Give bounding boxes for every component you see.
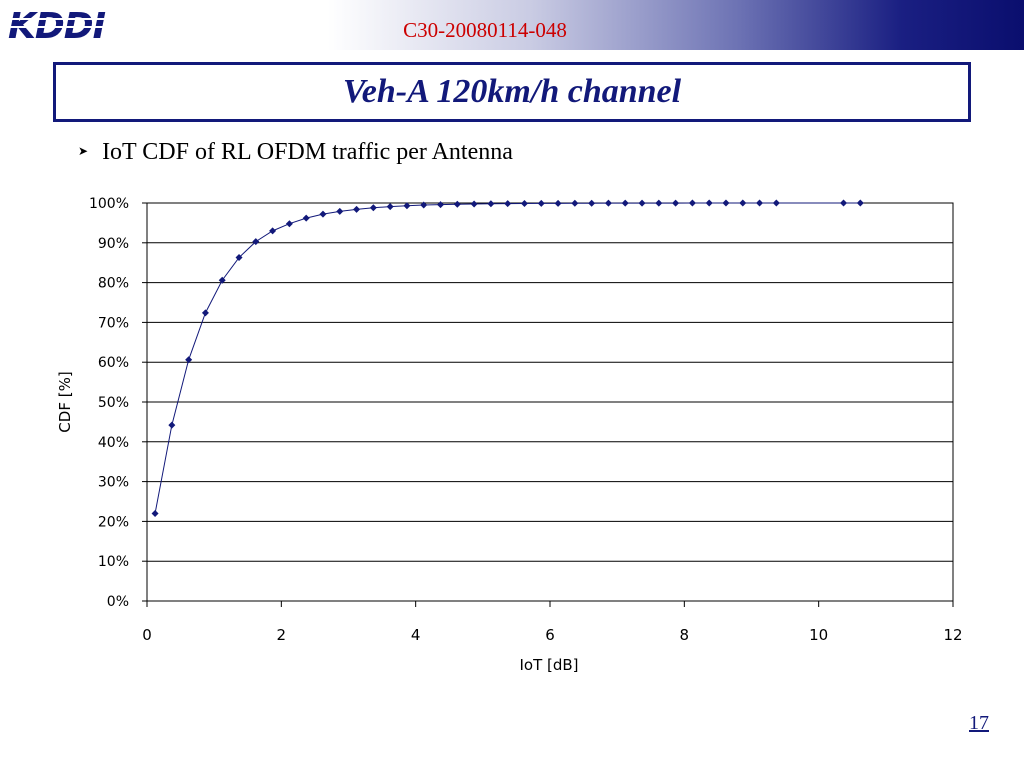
data-point — [403, 202, 411, 210]
data-point — [453, 200, 461, 208]
y-tick-label: 80% — [98, 276, 129, 292]
data-point — [252, 238, 260, 246]
bullet-item: ➤ IoT CDF of RL OFDM traffic per Antenna — [78, 139, 513, 166]
data-point — [604, 199, 612, 207]
page-number: 17 — [969, 712, 989, 734]
data-point — [218, 276, 226, 284]
data-point — [537, 199, 545, 207]
data-point — [655, 199, 663, 207]
header-band — [0, 0, 1024, 50]
data-point — [772, 199, 780, 207]
y-tick-label: 30% — [98, 475, 129, 491]
data-point — [688, 199, 696, 207]
data-point — [285, 220, 293, 228]
y-tick-label: 10% — [98, 554, 129, 570]
data-point — [520, 199, 528, 207]
series-line — [154, 202, 861, 514]
arrow-bullet-icon: ➤ — [78, 144, 89, 159]
data-point — [185, 356, 193, 364]
data-points — [151, 199, 864, 517]
x-tick-label: 12 — [943, 626, 962, 644]
data-point — [840, 199, 848, 207]
data-point — [353, 205, 361, 213]
y-tick-label: 50% — [98, 395, 129, 411]
cdf-chart: 0% 10% 20% 30% 40% 50% 60% 70% 80% 90% 100% 0 2 4 6 8 10… — [56, 196, 963, 674]
x-tick-label: 2 — [277, 626, 287, 644]
data-point — [319, 210, 327, 218]
y-tick-label: 90% — [98, 236, 129, 252]
data-point — [856, 199, 864, 207]
y-tick-label: 70% — [98, 315, 129, 331]
data-point — [269, 227, 277, 235]
data-point — [756, 199, 764, 207]
data-point — [722, 199, 730, 207]
x-tick-label: 4 — [411, 626, 421, 644]
bullet-text: IoT CDF of RL OFDM traffic per Antenna — [102, 139, 513, 165]
y-axis-label: CDF [%] — [56, 371, 74, 432]
y-tick-label: 0% — [107, 594, 129, 610]
y-tick-label: 40% — [98, 435, 129, 451]
data-point — [588, 199, 596, 207]
document-id: C30-20080114-048 — [403, 18, 567, 42]
data-point — [672, 199, 680, 207]
data-point — [621, 199, 629, 207]
data-point — [302, 214, 310, 222]
data-point — [336, 207, 344, 215]
data-point — [487, 200, 495, 208]
x-axis-label: IoT [dB] — [519, 656, 578, 674]
data-point — [201, 309, 209, 317]
data-point — [554, 199, 562, 207]
data-point — [151, 509, 159, 517]
data-point — [638, 199, 646, 207]
data-point — [168, 421, 176, 429]
data-point — [420, 201, 428, 209]
data-point — [437, 201, 445, 209]
gridlines — [147, 242, 953, 562]
x-tick-label: 0 — [142, 626, 152, 644]
y-tick-label: 60% — [98, 355, 129, 371]
slide-title: Veh-A 120km/h channel — [342, 73, 682, 110]
x-tick-label: 8 — [680, 626, 690, 644]
axis-ticks: 0% 10% 20% 30% 40% 50% 60% 70% 80% 90% 100% 0 2 4 6 8 10… — [89, 196, 963, 644]
x-tick-label: 10 — [809, 626, 828, 644]
data-point — [470, 200, 478, 208]
data-point — [705, 199, 713, 207]
kddi-logo: KDDI — [6, 6, 122, 45]
x-tick-label: 6 — [545, 626, 555, 644]
data-point — [235, 254, 243, 262]
data-point — [504, 200, 512, 208]
title-box: Veh-A 120km/h channel — [53, 62, 971, 122]
y-tick-label: 100% — [89, 196, 129, 212]
data-point — [571, 199, 579, 207]
y-tick-label: 20% — [98, 514, 129, 530]
data-point — [386, 203, 394, 211]
data-point — [739, 199, 747, 207]
data-point — [369, 204, 377, 212]
logo-text: KDDI — [8, 6, 106, 45]
